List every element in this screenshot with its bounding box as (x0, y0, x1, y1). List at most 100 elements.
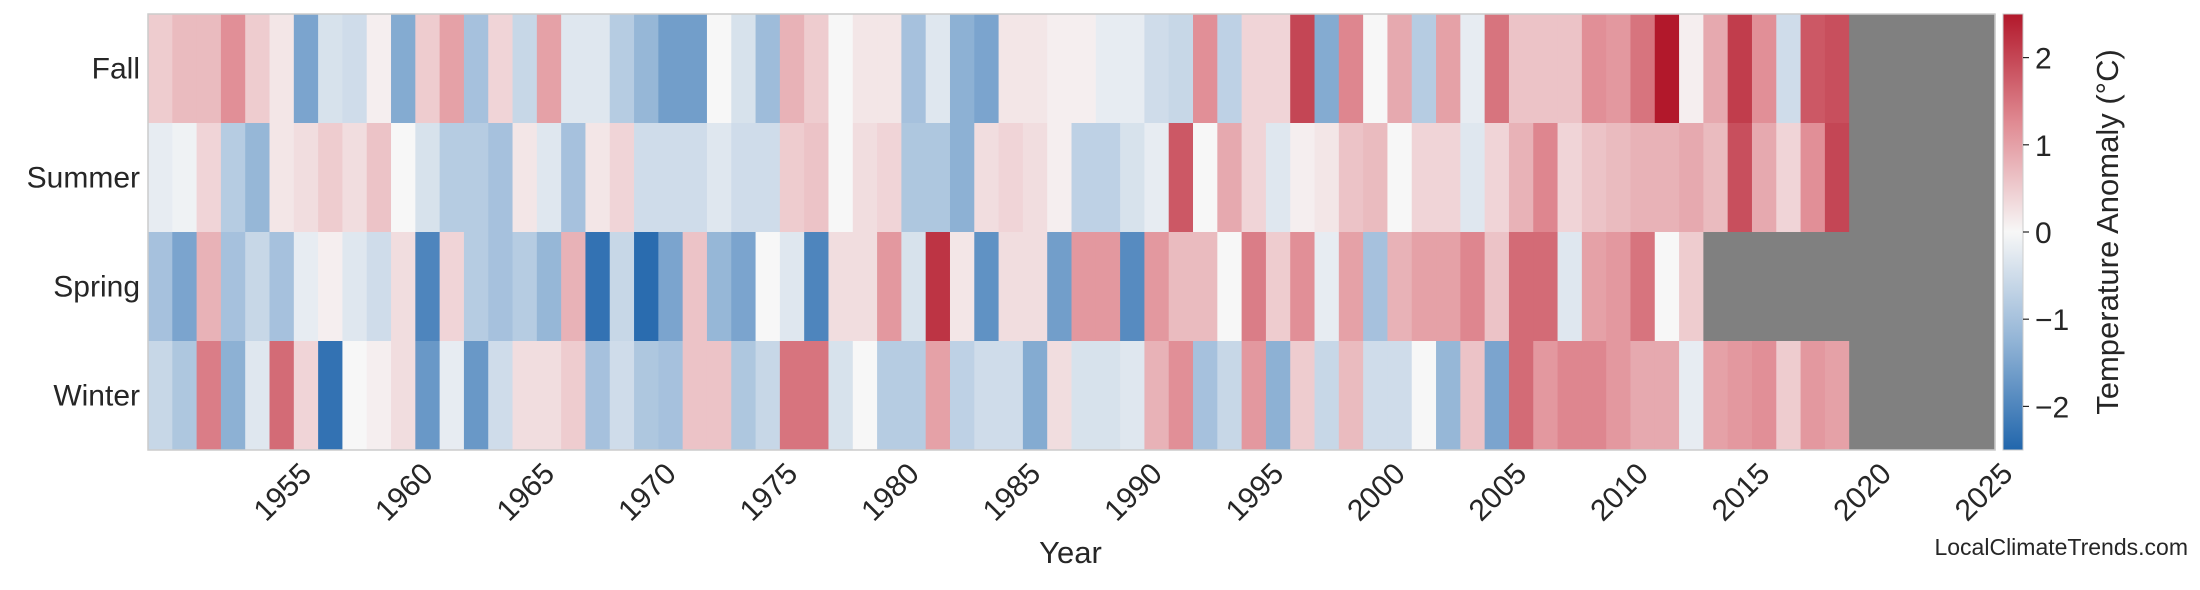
colorbar-tick-label: −2 (2035, 391, 2069, 424)
heatmap-cell-spring-2004 (1460, 232, 1486, 342)
heatmap-cell-winter-2010 (1606, 341, 1632, 451)
colorbar-tick-label: 0 (2035, 217, 2052, 250)
heatmap-cell-summer-1986 (1022, 123, 1048, 233)
x-tick-label-1980: 1980 (855, 457, 926, 528)
heatmap-cell-fall-2016 (1751, 14, 1777, 124)
heatmap-cell-spring-1979 (852, 232, 878, 342)
heatmap-cell-spring-1953 (220, 232, 246, 342)
colorbar-tick-label: 2 (2035, 43, 2052, 76)
heatmap-cell-fall-2020 (1849, 14, 1875, 124)
heatmap-cell-spring-2009 (1581, 232, 1607, 342)
heatmap-cell-summer-2012 (1654, 123, 1680, 233)
heatmap-cell-fall-2025 (1970, 14, 1996, 124)
heatmap-cell-summer-1982 (925, 123, 951, 233)
heatmap-cell-summer-1974 (731, 123, 757, 233)
heatmap-cell-spring-1993 (1193, 232, 1218, 342)
heatmap-cell-spring-1958 (342, 232, 368, 342)
heatmap-cell-winter-2021 (1873, 341, 1899, 451)
heatmap-cell-winter-1972 (682, 341, 708, 451)
heatmap-cell-winter-1971 (658, 341, 684, 451)
heatmap-cell-fall-1980 (877, 14, 902, 124)
heatmap-cell-spring-1997 (1290, 232, 1316, 342)
heatmap-cell-winter-2000 (1363, 341, 1389, 451)
heatmap-cell-winter-1955 (269, 341, 295, 451)
heatmap-cell-spring-1956 (293, 232, 319, 342)
heatmap-cell-spring-1985 (998, 232, 1024, 342)
heatmap-cell-fall-2006 (1508, 14, 1534, 124)
heatmap-cell-summer-1992 (1168, 123, 1194, 233)
heatmap-cell-winter-1998 (1314, 341, 1340, 451)
season-label-spring: Spring (53, 271, 140, 304)
heatmap-cell-fall-1966 (536, 14, 562, 124)
heatmap-cell-fall-2014 (1703, 14, 1729, 124)
heatmap-cell-fall-2007 (1533, 14, 1559, 124)
heatmap-cell-summer-2009 (1581, 123, 1607, 233)
heatmap-cell-summer-1965 (512, 123, 538, 233)
heatmap-cell-spring-2020 (1849, 232, 1875, 342)
heatmap-cell-spring-1976 (779, 232, 805, 342)
heatmap-cell-spring-2018 (1800, 232, 1826, 342)
heatmap-cell-fall-2013 (1679, 14, 1704, 124)
heatmap-cell-summer-1954 (245, 123, 271, 233)
x-tick-label-1990: 1990 (1098, 457, 1169, 528)
season-label-fall: Fall (92, 53, 140, 86)
heatmap-cell-summer-1957 (318, 123, 344, 233)
heatmap-cell-fall-1974 (731, 14, 757, 124)
heatmap-cell-winter-2011 (1630, 341, 1656, 451)
heatmap-cell-fall-2010 (1606, 14, 1632, 124)
heatmap-cell-fall-2002 (1411, 14, 1437, 124)
heatmap-cell-summer-2022 (1897, 123, 1923, 233)
heatmap-cell-summer-2015 (1727, 123, 1753, 233)
heatmap-cell-fall-2017 (1776, 14, 1802, 124)
heatmap-cell-winter-2002 (1411, 341, 1437, 451)
heatmap-cell-summer-2019 (1824, 123, 1850, 233)
heatmap-cell-spring-1971 (658, 232, 684, 342)
heatmap-cell-fall-1956 (293, 14, 319, 124)
heatmap-cell-spring-1981 (901, 232, 927, 342)
heatmap-cell-fall-1992 (1168, 14, 1194, 124)
heatmap-cell-fall-1975 (755, 14, 781, 124)
season-labels: Fall Summer Spring Winter (27, 53, 140, 413)
heatmap-cell-summer-2025 (1970, 123, 1996, 233)
heatmap-cell-spring-2002 (1411, 232, 1437, 342)
heatmap-cell-winter-2025 (1970, 341, 1996, 451)
heatmap-cell-fall-1997 (1290, 14, 1316, 124)
heatmap-cell-spring-1991 (1144, 232, 1170, 342)
heatmap-cell-spring-1978 (828, 232, 854, 342)
heatmap-cell-summer-1996 (1265, 123, 1291, 233)
heatmap-cell-fall-1950 (148, 14, 173, 124)
heatmap-cell-summer-1960 (391, 123, 416, 233)
heatmap-cell-fall-1998 (1314, 14, 1340, 124)
heatmap-cell-summer-1989 (1095, 123, 1121, 233)
x-tick-label-2015: 2015 (1706, 457, 1777, 528)
heatmap-cell-spring-1995 (1241, 232, 1267, 342)
heatmap-cell-winter-1952 (196, 341, 222, 451)
heatmap-cell-fall-1986 (1022, 14, 1048, 124)
heatmap-cell-summer-1979 (852, 123, 878, 233)
heatmap-cell-winter-1991 (1144, 341, 1170, 451)
heatmap-cell-spring-1957 (318, 232, 344, 342)
heatmap-cell-spring-2015 (1727, 232, 1753, 342)
heatmap-cell-winter-1966 (536, 341, 562, 451)
heatmap-cell-spring-2010 (1606, 232, 1632, 342)
colorbar-tick-label: 1 (2035, 130, 2052, 163)
heatmap-cell-spring-1964 (488, 232, 514, 342)
heatmap-cell-fall-1973 (706, 14, 732, 124)
heatmap-cell-summer-1967 (561, 123, 587, 233)
heatmap-cell-summer-1970 (634, 123, 659, 233)
heatmap-cell-summer-2006 (1508, 123, 1534, 233)
heatmap-cell-fall-2015 (1727, 14, 1753, 124)
heatmap-cell-spring-2006 (1508, 232, 1534, 342)
heatmap-cell-summer-2005 (1484, 123, 1510, 233)
heatmap-cell-winter-1958 (342, 341, 368, 451)
heatmap-cell-winter-1963 (463, 341, 489, 451)
heatmap-cell-fall-2022 (1897, 14, 1923, 124)
heatmap-cell-winter-1982 (925, 341, 951, 451)
heatmap-cell-fall-2009 (1581, 14, 1607, 124)
heatmap-cell-fall-2011 (1630, 14, 1656, 124)
heatmap-cell-spring-1963 (463, 232, 489, 342)
heatmap-cell-summer-1951 (172, 123, 198, 233)
x-tick-label-1975: 1975 (734, 457, 805, 528)
heatmap-cell-spring-1990 (1120, 232, 1146, 342)
